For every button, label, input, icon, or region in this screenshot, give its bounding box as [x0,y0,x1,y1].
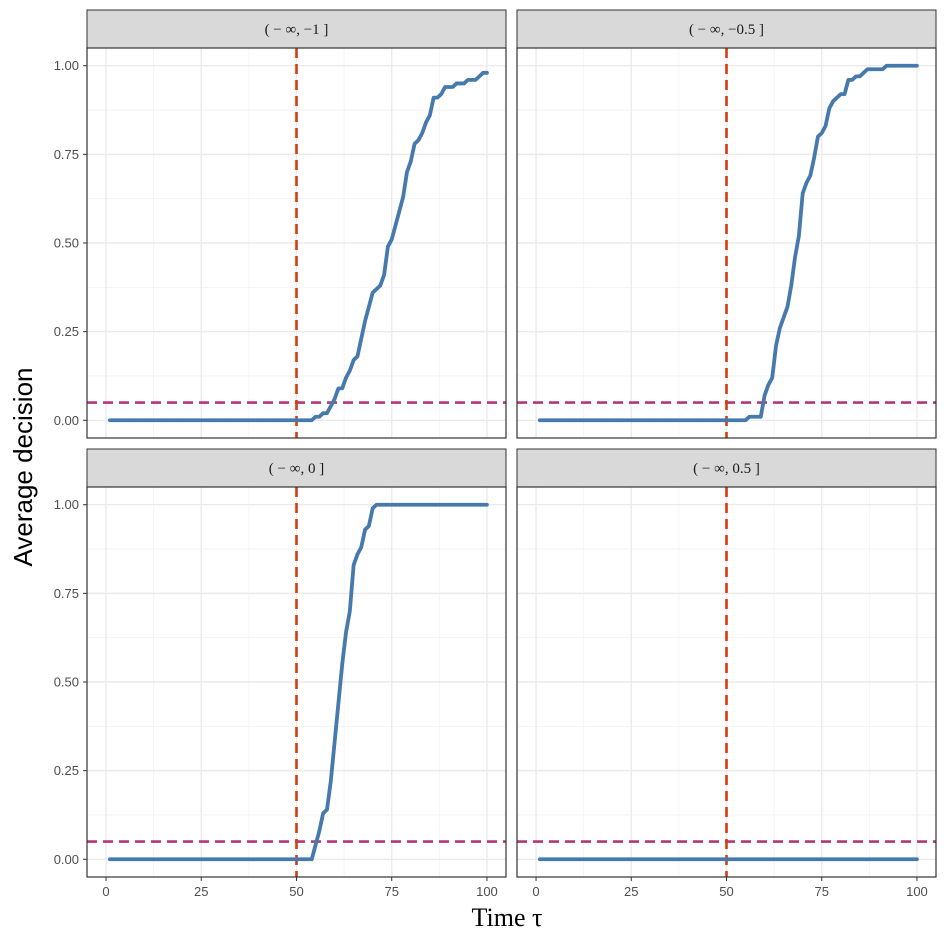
strip-label: ( − ∞, 0.5 ] [693,461,760,477]
facet-panels: ( − ∞, −1 ] 0.00 0.25 0.50 0.75 1.00 ( − ∞, −0… [54,9,937,899]
x-tick-label: 0 [102,884,109,899]
x-tick-label: 50 [289,884,303,899]
y-tick-label: 1.00 [54,497,79,512]
strip-header [86,448,507,488]
series-line [107,70,489,423]
y-tick-label: 0.25 [54,324,79,339]
y-tick-label: 0.75 [54,586,79,601]
x-tick-label: 75 [384,884,398,899]
y-tick-label: 1.00 [54,58,79,73]
x-tick-label: 25 [624,884,638,899]
strip-header [516,448,937,488]
strip-header [516,9,937,49]
x-tick-label: 0 [532,884,539,899]
facet-panel-3: ( − ∞, 0 ] 0.00 0.25 0.50 0.75 1.00 0 25 50 75 100 [54,448,507,899]
series-line [107,502,489,862]
y-tick-label: 0.00 [54,852,79,867]
facet-panel-2: ( − ∞, −0.5 ] [516,9,937,439]
y-tick-label: 0.50 [54,675,79,690]
strip-label: ( − ∞, 0 ] [269,461,324,477]
panel-border [516,47,937,439]
x-tick-label: 25 [194,884,208,899]
strip-label: ( − ∞, −0.5 ] [689,22,764,38]
strip-label: ( − ∞, −1 ] [265,22,329,38]
facet-panel-1: ( − ∞, −1 ] 0.00 0.25 0.50 0.75 1.00 [54,9,507,439]
series-line [537,63,919,423]
x-tick-label: 100 [476,884,498,899]
x-tick-label: 50 [719,884,733,899]
y-tick-label: 0.00 [54,413,79,428]
y-axis-title: Average decision [8,368,38,567]
facet-panel-4: ( − ∞, 0.5 ] 0 25 50 75 100 [516,448,937,899]
y-tick-label: 0.50 [54,236,79,251]
y-tick-label: 0.75 [54,147,79,162]
x-axis-title: Time τ [472,903,543,932]
x-tick-label: 100 [906,884,928,899]
x-tick-label: 75 [814,884,828,899]
strip-header [86,9,507,49]
y-tick-label: 0.25 [54,763,79,778]
